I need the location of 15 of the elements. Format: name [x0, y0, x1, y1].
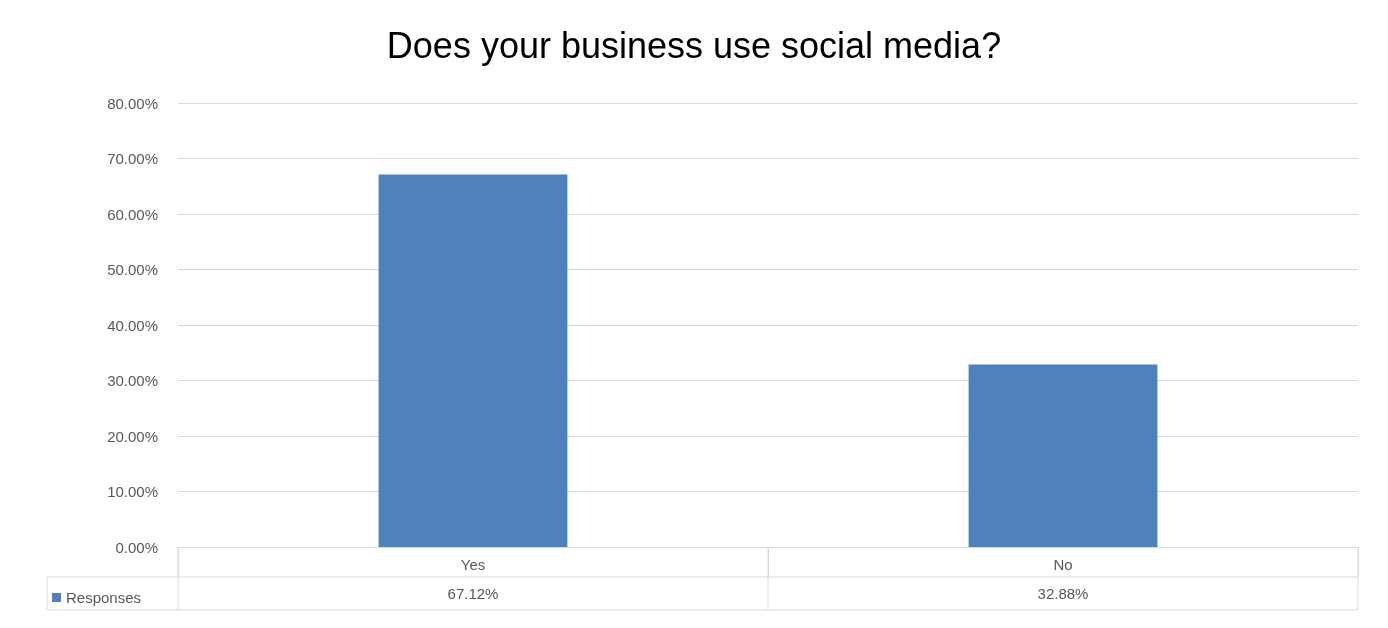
- y-tick-label: 50.00%: [107, 261, 158, 278]
- y-tick-label: 0.00%: [115, 538, 158, 556]
- y-tick-label: 30.00%: [107, 372, 158, 389]
- y-tick-label: 40.00%: [107, 316, 158, 334]
- x-tick-label: Yes: [460, 556, 486, 573]
- y-tick-label: 20.00%: [107, 427, 158, 445]
- y-tick-label: 80.00%: [107, 94, 158, 112]
- data-label: 67.12%: [447, 584, 499, 602]
- y-tick-label: 60.00%: [107, 205, 158, 223]
- y-tick-label: 70.00%: [107, 150, 158, 167]
- y-tick-label: 10.00%: [107, 483, 158, 500]
- data-label: 32.88%: [1037, 584, 1089, 602]
- legend-label: Responses: [66, 589, 142, 606]
- chart-title: Does your business use social media?: [386, 24, 1002, 66]
- x-tick-label: No: [1053, 556, 1073, 573]
